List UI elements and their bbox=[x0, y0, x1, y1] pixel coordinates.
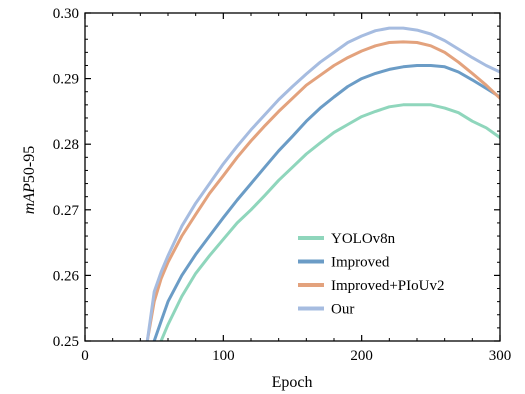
plot-frame bbox=[84, 12, 501, 342]
x-tick-label: 300 bbox=[489, 348, 512, 364]
x-tick-label: 200 bbox=[350, 348, 373, 364]
y-tick-label: 0.27 bbox=[53, 203, 80, 219]
series-line-3 bbox=[145, 40, 500, 341]
x-tick-label: 100 bbox=[212, 348, 235, 364]
y-axis-title: mAP50-95 bbox=[21, 146, 38, 214]
legend: YOLOv8n Improved Improved+PIoUv2 Our bbox=[298, 231, 444, 318]
y-tick-label: 0.29 bbox=[53, 72, 79, 88]
y-tick-label: 0.25 bbox=[53, 334, 79, 350]
legend-label-1: YOLOv8n bbox=[331, 231, 396, 247]
y-tick-label: 0.26 bbox=[53, 268, 80, 284]
y-tick-label: 0.28 bbox=[53, 137, 79, 153]
y-tick-label: 0.30 bbox=[53, 6, 79, 22]
series-line-2 bbox=[152, 64, 500, 341]
legend-label-3: Improved+PIoUv2 bbox=[331, 278, 444, 294]
series-line-4 bbox=[145, 26, 500, 341]
x-tick-label: 0 bbox=[81, 348, 89, 364]
axes bbox=[84, 12, 501, 342]
series-lines bbox=[145, 26, 500, 341]
x-axis-title: Epoch bbox=[272, 374, 313, 391]
legend-label-2: Improved bbox=[331, 255, 390, 271]
legend-label-4: Our bbox=[331, 302, 354, 318]
ticks: 0 100 200 300 0.25 0.26 0.27 0.28 0.29 0.30 bbox=[53, 6, 512, 364]
series-line-1 bbox=[159, 103, 500, 341]
